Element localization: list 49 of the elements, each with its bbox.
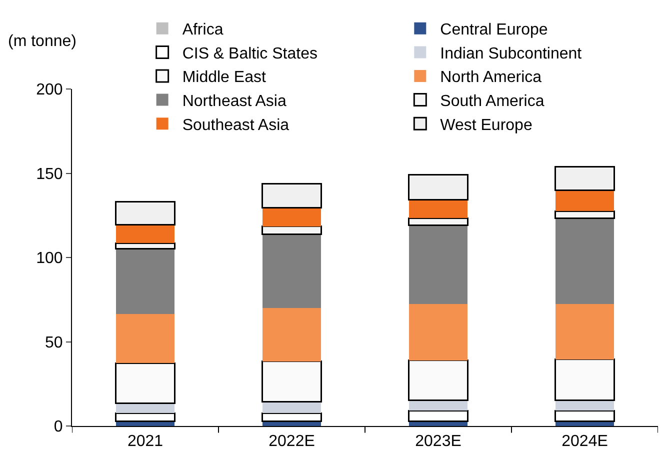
bar xyxy=(262,208,322,226)
bar xyxy=(408,225,468,304)
x-tick-label: 2021 xyxy=(127,433,164,450)
x-tick-label: 2024E xyxy=(562,433,608,450)
bar xyxy=(555,218,614,304)
bar xyxy=(554,166,615,192)
bar xyxy=(116,403,175,414)
legend-label: Southeast Asia xyxy=(182,116,290,134)
bar xyxy=(116,248,175,314)
bar xyxy=(408,360,468,401)
bar xyxy=(408,410,468,422)
legend-label: Middle East xyxy=(182,69,266,86)
x-tick-label: 2022E xyxy=(268,433,315,450)
bar xyxy=(555,190,614,212)
legend-label: CIS & Baltic States xyxy=(182,45,318,62)
y-tick-label: 200 xyxy=(36,82,63,99)
y-axis-title: (m tonne) xyxy=(8,33,76,50)
y-tick-label: 0 xyxy=(54,418,63,436)
bar xyxy=(408,200,468,218)
bar xyxy=(408,304,468,360)
legend-label: Northeast Asia xyxy=(182,93,286,110)
legend-label: South America xyxy=(440,93,544,110)
bar xyxy=(262,412,322,422)
legend-label: Central Europe xyxy=(440,22,548,39)
bar xyxy=(262,308,322,362)
bar xyxy=(554,210,615,219)
bar xyxy=(115,362,176,404)
y-tick-label: 100 xyxy=(36,250,63,268)
bar xyxy=(115,412,176,422)
bar xyxy=(554,410,615,422)
bar xyxy=(408,174,468,200)
bar xyxy=(262,402,322,414)
bar xyxy=(408,217,468,226)
legend-label: Africa xyxy=(182,22,224,39)
bar xyxy=(262,360,322,402)
legend-label: West Europe xyxy=(440,116,532,134)
x-tick-label: 2023E xyxy=(415,433,462,450)
bar xyxy=(262,182,322,208)
bar xyxy=(116,224,175,244)
bar xyxy=(262,226,322,236)
bar xyxy=(115,200,176,226)
y-tick-label: 150 xyxy=(36,166,63,183)
legend-label: North America xyxy=(440,69,542,86)
bar xyxy=(555,304,614,360)
bar xyxy=(262,234,322,308)
legend-label: Indian Subcontinent xyxy=(440,45,582,62)
bar xyxy=(116,314,175,364)
y-tick-label: 50 xyxy=(45,334,63,352)
bar xyxy=(554,358,615,401)
